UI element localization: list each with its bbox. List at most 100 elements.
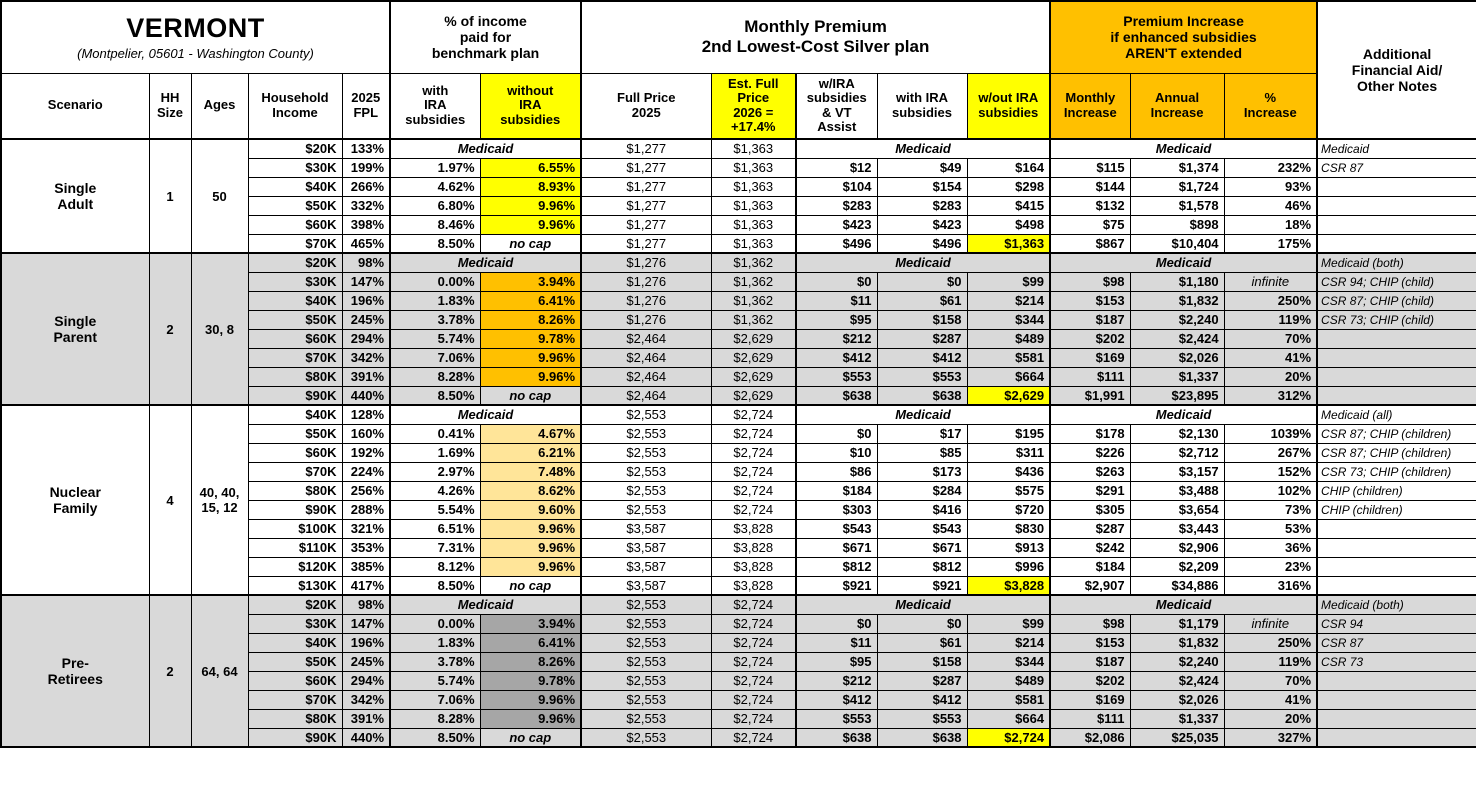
cell-with-ira-pct: 8.50% [389,385,481,406]
cell-medicaid-increase-span: Medicaid [1049,138,1318,159]
col-header-with-ira-pct: with IRA subsidies [389,72,481,140]
cell-pct-increase: 93% [1223,176,1318,197]
cell-with-ira-pct: 1.83% [389,290,481,311]
cell-premium-wout-ira: $298 [966,176,1051,197]
cell-income: $90K [247,499,343,520]
cell-income: $110K [247,537,343,558]
cell-without-ira-pct: 8.93% [479,176,582,197]
cell-without-ira-pct: 6.41% [479,290,582,311]
table-row: $100K 321% 6.51% 9.96% $3,587 $3,828 $543 $543 $… [1,518,1476,539]
col-header-fpl: 2025 FPL [341,72,391,140]
cell-income: $90K [247,727,343,748]
cell-premium-w-ira-vt: $10 [795,442,878,463]
cell-annual-increase: $2,209 [1129,556,1225,577]
cell-monthly-increase: $202 [1049,328,1131,349]
cell-annual-increase: $2,424 [1129,328,1225,349]
cell-pct-increase: 41% [1223,347,1318,368]
cell-note [1316,233,1476,254]
cell-premium-w-ira-vt: $553 [795,366,878,387]
cell-note [1316,214,1476,235]
cell-full-price-2025: $2,553 [580,442,712,463]
cell-income: $120K [247,556,343,577]
cell-annual-increase: $1,832 [1129,632,1225,653]
cell-full-price-2026: $2,724 [710,708,797,729]
cell-medicaid-pct-span: Medicaid [389,252,582,273]
cell-without-ira-pct: 9.96% [479,518,582,539]
table-row: $60K 192% 1.69% 6.21% $2,553 $2,724 $10 $85 $311… [1,442,1476,463]
cell-premium-with-ira: $287 [876,670,968,691]
cell-pct-increase: 1039% [1223,423,1318,444]
cell-annual-increase: $2,026 [1129,689,1225,710]
cell-pct-increase: 20% [1223,708,1318,729]
cell-monthly-increase: $226 [1049,442,1131,463]
group-header-monthly-premium: Monthly Premium 2nd Lowest-Cost Silver p… [580,0,1051,74]
cell-income: $50K [247,423,343,444]
cell-full-price-2026: $2,724 [710,594,797,615]
cell-premium-w-ira-vt: $638 [795,727,878,748]
cell-income: $80K [247,366,343,387]
cell-premium-w-ira-vt: $412 [795,689,878,710]
cell-premium-w-ira-vt: $0 [795,423,878,444]
cell-full-price-2026: $2,724 [710,423,797,444]
cell-fpl: 385% [341,556,391,577]
cell-premium-w-ira-vt: $104 [795,176,878,197]
cell-full-price-2026: $2,724 [710,442,797,463]
cell-hh-size: 4 [148,404,192,596]
cell-without-ira-pct: 8.26% [479,309,582,330]
cell-income: $40K [247,290,343,311]
cell-fpl: 332% [341,195,391,216]
col-header-without-ira-pct: without IRA subsidies [479,72,582,140]
cell-income: $60K [247,214,343,235]
table-row: $40K 196% 1.83% 6.41% $2,553 $2,724 $11 $61 $214… [1,632,1476,653]
cell-full-price-2025: $2,553 [580,461,712,482]
table-row: Pre- Retirees 2 64, 64 $20K 98% Medicaid $2,55… [0,594,1476,748]
cell-hh-size: 1 [148,138,192,254]
page-title: VERMONT (Montpelier, 05601 - Washington … [0,0,391,74]
cell-fpl: 288% [341,499,391,520]
cell-with-ira-pct: 0.41% [389,423,481,444]
cell-note: CSR 87; CHIP (children) [1316,442,1476,463]
cell-note: CSR 73; CHIP (child) [1316,309,1476,330]
cell-note [1316,328,1476,349]
cell-premium-w-ira-vt: $812 [795,556,878,577]
col-header-wout-ira-prem: w/out IRA subsidies [966,72,1051,140]
cell-premium-with-ira: $61 [876,632,968,653]
cell-pct-increase: 41% [1223,689,1318,710]
table-row: $50K 245% 3.78% 8.26% $2,553 $2,724 $95 $158 $34… [1,651,1476,672]
cell-full-price-2025: $1,277 [580,214,712,235]
cell-pct-increase: 267% [1223,442,1318,463]
cell-full-price-2026: $2,724 [710,727,797,748]
cell-full-price-2025: $2,553 [580,404,712,425]
cell-annual-increase: $10,404 [1129,233,1225,254]
cell-fpl: 224% [341,461,391,482]
cell-premium-wout-ira: $996 [966,556,1051,577]
cell-pct-increase: 312% [1223,385,1318,406]
table-row: $50K 160% 0.41% 4.67% $2,553 $2,724 $0 $17 $195 $… [1,423,1476,444]
cell-full-price-2026: $1,363 [710,233,797,254]
cell-without-ira-pct: 9.96% [479,195,582,216]
cell-with-ira-pct: 1.97% [389,157,481,178]
cell-premium-wout-ira: $164 [966,157,1051,178]
cell-monthly-increase: $98 [1049,271,1131,292]
cell-full-price-2026: $1,362 [710,271,797,292]
cell-premium-with-ira: $158 [876,309,968,330]
cell-full-price-2026: $3,828 [710,575,797,596]
cell-premium-with-ira: $416 [876,499,968,520]
cell-premium-wout-ira: $214 [966,290,1051,311]
cell-income: $70K [247,461,343,482]
cell-fpl: 266% [341,176,391,197]
cell-without-ira-pct: 9.78% [479,670,582,691]
cell-with-ira-pct: 8.46% [389,214,481,235]
cell-premium-w-ira-vt: $0 [795,271,878,292]
cell-premium-wout-ira: $344 [966,651,1051,672]
cell-note: Medicaid [1316,138,1476,159]
cell-with-ira-pct: 7.31% [389,537,481,558]
col-header-w-ira-vt: w/IRA subsidies & VT Assist [795,72,878,140]
cell-full-price-2025: $2,553 [580,727,712,748]
cell-premium-w-ira-vt: $496 [795,233,878,254]
cell-premium-wout-ira: $2,629 [966,385,1051,406]
cell-without-ira-pct: 3.94% [479,613,582,634]
cell-annual-increase: $898 [1129,214,1225,235]
cell-monthly-increase: $115 [1049,157,1131,178]
cell-monthly-increase: $111 [1049,708,1131,729]
